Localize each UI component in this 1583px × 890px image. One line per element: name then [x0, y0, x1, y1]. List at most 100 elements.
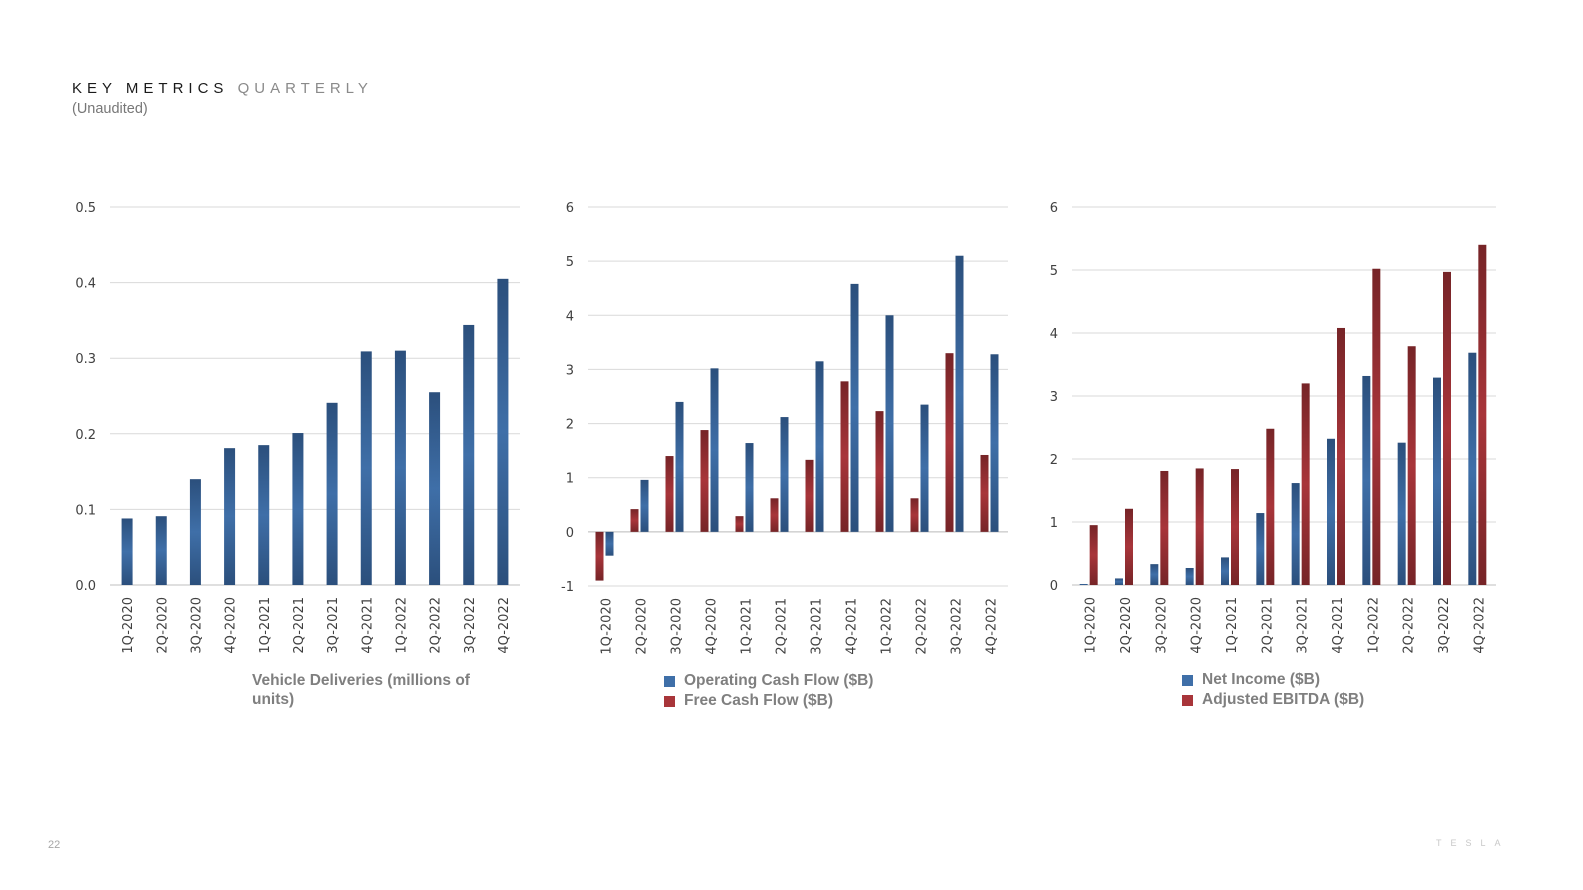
- x-tick-label: 1Q-2020: [600, 598, 615, 655]
- bar-blue: [990, 354, 999, 532]
- y-tick-label: 4: [1050, 327, 1058, 342]
- bar-blue: [640, 479, 649, 532]
- x-tick-label: 4Q-2021: [360, 597, 375, 654]
- x-tick-label: 1Q-2021: [258, 597, 273, 654]
- x-tick-label: 3Q-2022: [950, 598, 965, 655]
- bar-red: [770, 498, 779, 532]
- legend-item: Free Cash Flow ($B): [664, 691, 873, 711]
- bar-red: [945, 353, 954, 532]
- bar-blue: [224, 448, 236, 585]
- bar-blue: [463, 324, 475, 585]
- chart-svg: -1 0 1 2 3 4 5 6 1Q-2020 2Q-2020 3Q-2020 4Q-2020 1Q-…: [561, 201, 1008, 655]
- legend-swatch-blue: [664, 675, 675, 687]
- bar-blue: [920, 404, 929, 532]
- y-tick-label: 0.3: [75, 352, 96, 367]
- title-main: KEY METRICS: [72, 80, 229, 97]
- legend-label: Operating Cash Flow ($B): [684, 672, 874, 689]
- cash-flow-legend: Operating Cash Flow ($B) Free Cash Flow …: [664, 671, 873, 711]
- bar-blue: [1433, 377, 1441, 585]
- x-tick-label: 2Q-2021: [292, 597, 307, 654]
- bar-red: [1443, 271, 1451, 585]
- x-tick-label: 4Q-2021: [1331, 597, 1346, 654]
- y-tick-label: 0.0: [75, 579, 96, 594]
- bar-blue: [360, 351, 372, 585]
- legend-label: Adjusted EBITDA ($B): [1202, 691, 1365, 708]
- bar-blue: [605, 531, 614, 556]
- y-tick-label: 2: [566, 418, 574, 433]
- bar-blue: [1397, 442, 1406, 585]
- x-tick-label: 2Q-2020: [155, 597, 170, 654]
- y-tick-label: 5: [1050, 264, 1058, 279]
- y-tick-label: 5: [566, 255, 574, 270]
- bar-red: [665, 456, 674, 532]
- bar-red: [1160, 470, 1169, 585]
- bar-blue: [155, 516, 167, 585]
- bar-blue: [292, 433, 304, 585]
- net-income-ebitda-chart: 0 1 2 3 4 5 6 1Q-2020 2Q-2020 3Q-2020 4Q-2020 1Q-20…: [1030, 185, 1505, 665]
- bar-red: [840, 381, 849, 532]
- bar-blue: [1079, 583, 1088, 585]
- x-tick-label: 2Q-2020: [1119, 597, 1134, 654]
- bar-blue: [1362, 375, 1371, 585]
- bar-red: [1301, 383, 1310, 585]
- x-tick-label: 1Q-2022: [880, 598, 895, 655]
- bar-blue: [258, 445, 270, 585]
- bar-blue: [394, 350, 406, 585]
- y-tick-label: 0.1: [75, 503, 96, 518]
- x-tick-label: 4Q-2020: [1190, 597, 1205, 654]
- y-tick-label: 1: [1050, 516, 1058, 531]
- legend-item: Net Income ($B): [1182, 670, 1364, 690]
- bar-blue: [497, 278, 509, 585]
- bar-red: [1231, 469, 1239, 585]
- bar-blue: [675, 401, 684, 532]
- bar-blue: [710, 368, 719, 532]
- x-tick-label: 4Q-2022: [985, 598, 1000, 655]
- x-tick-label: 1Q-2022: [394, 597, 409, 654]
- bar-blue: [1291, 483, 1300, 585]
- legend-label: Net Income ($B): [1202, 671, 1320, 688]
- x-tick-label: 3Q-2022: [1437, 597, 1452, 654]
- y-tick-label: 6: [566, 201, 574, 216]
- unaudited-note: (Unaudited): [72, 101, 148, 117]
- bar-blue: [1468, 352, 1477, 585]
- x-tick-label: 4Q-2022: [497, 597, 512, 654]
- cash-flow-chart: -1 0 1 2 3 4 5 6 1Q-2020 2Q-2020 3Q-2020 4Q-2020 1Q-…: [548, 185, 1018, 665]
- bar-blue: [815, 361, 824, 532]
- y-tick-label: 4: [566, 309, 574, 324]
- y-tick-label: 0: [566, 526, 574, 541]
- page-number: 22: [48, 839, 61, 851]
- legend-item: Operating Cash Flow ($B): [664, 671, 873, 691]
- x-tick-label: 4Q-2020: [705, 598, 720, 655]
- bar-blue: [121, 518, 133, 585]
- x-tick-label: 3Q-2020: [1154, 597, 1169, 654]
- bar-blue: [1221, 557, 1229, 585]
- x-tick-label: 2Q-2021: [1260, 597, 1275, 654]
- bar-red: [1337, 327, 1345, 585]
- x-tick-label: 3Q-2021: [326, 597, 341, 654]
- legend-item: Adjusted EBITDA ($B): [1182, 690, 1364, 710]
- x-tick-label: 3Q-2021: [810, 598, 825, 655]
- legend-swatch-red: [1182, 694, 1193, 706]
- bar-red: [595, 531, 604, 581]
- vehicle-deliveries-chart: 0.0 0.1 0.2 0.3 0.4 0.5 1Q-2020 2Q-2020 3Q-2020 4…: [60, 185, 530, 665]
- income-legend: Net Income ($B) Adjusted EBITDA ($B): [1182, 670, 1364, 710]
- y-tick-label: 0.2: [75, 428, 96, 443]
- bar-red: [910, 498, 919, 532]
- deliveries-chart-caption: Vehicle Deliveries (millions of units): [252, 672, 470, 708]
- y-tick-label: 3: [1050, 390, 1058, 405]
- x-tick-label: 2Q-2022: [429, 597, 444, 654]
- bar-blue: [1256, 513, 1265, 585]
- x-tick-label: 4Q-2022: [1472, 597, 1487, 654]
- x-tick-label: 4Q-2020: [224, 597, 239, 654]
- bar-blue: [745, 443, 754, 532]
- x-tick-label: 3Q-2020: [670, 598, 685, 655]
- bar-red: [1407, 346, 1416, 585]
- title-sub: QUARTERLY: [237, 80, 373, 97]
- x-tick-label: 1Q-2021: [740, 598, 755, 655]
- bar-red: [980, 454, 989, 532]
- bar-blue: [189, 479, 201, 585]
- bar-blue: [1115, 578, 1123, 585]
- y-tick-label: 0.5: [75, 201, 96, 216]
- bar-red: [700, 430, 709, 532]
- bar-blue: [326, 402, 338, 585]
